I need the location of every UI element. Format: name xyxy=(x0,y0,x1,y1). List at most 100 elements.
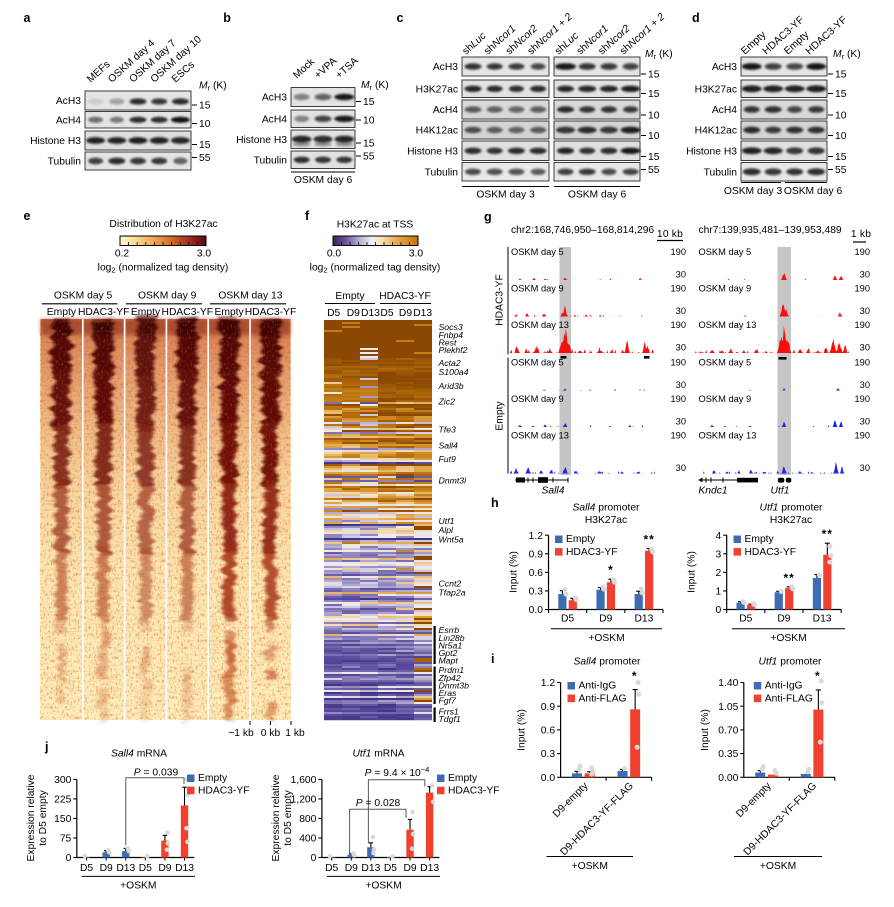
svg-text:0.0: 0.0 xyxy=(529,605,544,616)
svg-text:10 kb: 10 kb xyxy=(657,229,683,240)
svg-text:Distribution of H3K27ac: Distribution of H3K27ac xyxy=(109,219,217,230)
svg-text:Sall4 promoter: Sall4 promoter xyxy=(574,657,642,668)
svg-text:AcH4: AcH4 xyxy=(262,114,287,125)
svg-text:D9: D9 xyxy=(777,614,790,625)
svg-text:Input (%): Input (%) xyxy=(700,709,711,751)
svg-text:Utf1 mRNA: Utf1 mRNA xyxy=(352,749,404,760)
svg-text:15: 15 xyxy=(648,70,660,81)
svg-text:H3K27ac: H3K27ac xyxy=(416,84,458,95)
svg-text:30: 30 xyxy=(860,343,870,353)
svg-text:10: 10 xyxy=(648,131,660,142)
svg-text:+OSKM: +OSKM xyxy=(588,633,624,644)
svg-text:30: 30 xyxy=(676,380,686,390)
svg-text:Anti-FLAG: Anti-FLAG xyxy=(765,693,813,704)
svg-text:Expression relative: Expression relative xyxy=(26,774,37,861)
svg-text:D9: D9 xyxy=(599,614,612,625)
svg-text:0: 0 xyxy=(66,853,72,864)
svg-text:OSKM day 9: OSKM day 9 xyxy=(699,394,752,404)
svg-text:Arid3b: Arid3b xyxy=(438,381,464,391)
svg-text:OSKM day 5: OSKM day 5 xyxy=(699,247,752,257)
svg-text:Esrrb: Esrrb xyxy=(439,625,460,635)
svg-text:D13: D13 xyxy=(813,614,832,625)
svg-text:H3K27ac: H3K27ac xyxy=(695,84,737,95)
svg-text:75: 75 xyxy=(60,834,72,845)
svg-text:Rest: Rest xyxy=(439,338,457,348)
svg-text:D9: D9 xyxy=(100,863,113,874)
svg-text:30: 30 xyxy=(676,343,686,353)
svg-text:Eras: Eras xyxy=(439,688,458,698)
svg-text:f: f xyxy=(305,209,310,223)
svg-text:55: 55 xyxy=(835,165,847,176)
svg-text:OSKM day 13: OSKM day 13 xyxy=(699,430,757,440)
svg-text:D9: D9 xyxy=(347,308,360,319)
svg-text:15: 15 xyxy=(835,89,847,100)
svg-text:Gpt2: Gpt2 xyxy=(439,648,458,658)
svg-text:15: 15 xyxy=(648,152,660,163)
svg-text:Prdm1: Prdm1 xyxy=(439,665,465,675)
svg-text:Dnmt3b: Dnmt3b xyxy=(439,681,470,691)
svg-text:15: 15 xyxy=(199,140,211,151)
svg-text:Kndc1: Kndc1 xyxy=(698,486,727,497)
svg-text:190: 190 xyxy=(670,357,686,367)
svg-text:P = 9.4 × 10−4: P = 9.4 × 10−4 xyxy=(365,765,430,779)
svg-text:e: e xyxy=(24,209,31,223)
svg-text:Empty: Empty xyxy=(566,534,596,545)
svg-text:1: 1 xyxy=(715,587,721,598)
svg-text:0.0: 0.0 xyxy=(541,773,556,784)
svg-text:Anti-IgG: Anti-IgG xyxy=(765,681,803,692)
svg-text:3.0: 3.0 xyxy=(197,249,212,260)
svg-text:225: 225 xyxy=(54,795,71,806)
svg-text:OSKM day 5: OSKM day 5 xyxy=(511,357,564,367)
svg-text:Histone H3: Histone H3 xyxy=(236,135,287,146)
svg-text:Mr (K): Mr (K) xyxy=(645,49,673,61)
svg-text:Empty: Empty xyxy=(495,401,506,431)
svg-text:Sall4: Sall4 xyxy=(542,486,565,497)
svg-text:Histone H3: Histone H3 xyxy=(407,146,458,157)
svg-text:Empty: Empty xyxy=(448,773,478,784)
svg-text:OSKM day 6: OSKM day 6 xyxy=(784,186,843,197)
svg-text:Fut9: Fut9 xyxy=(439,454,457,464)
svg-text:Nr5a1: Nr5a1 xyxy=(439,641,463,651)
svg-text:1.05: 1.05 xyxy=(718,702,738,713)
svg-text:HDAC3-YF: HDAC3-YF xyxy=(245,307,297,318)
svg-text:55: 55 xyxy=(199,153,211,164)
svg-text:190: 190 xyxy=(670,430,686,440)
svg-text:**: ** xyxy=(822,527,833,541)
svg-text:Anti-IgG: Anti-IgG xyxy=(579,681,617,692)
svg-text:AcH4: AcH4 xyxy=(433,105,458,116)
svg-text:D13: D13 xyxy=(361,863,380,874)
svg-text:OSKM day 6: OSKM day 6 xyxy=(294,175,353,186)
svg-text:150: 150 xyxy=(54,814,71,825)
svg-text:D5: D5 xyxy=(739,614,752,625)
svg-text:log2 (normalized tag density): log2 (normalized tag density) xyxy=(98,263,229,275)
svg-text:0.6: 0.6 xyxy=(529,568,544,579)
svg-text:400: 400 xyxy=(299,834,316,845)
svg-text:0.6: 0.6 xyxy=(541,726,556,737)
svg-text:D5: D5 xyxy=(80,863,93,874)
svg-text:0: 0 xyxy=(715,605,721,616)
svg-text:800: 800 xyxy=(299,814,316,825)
svg-text:HDAC3-YF: HDAC3-YF xyxy=(78,307,130,318)
svg-text:H3K27ac: H3K27ac xyxy=(770,515,812,526)
svg-text:55: 55 xyxy=(363,152,375,163)
svg-text:OSKM day 5: OSKM day 5 xyxy=(699,357,752,367)
svg-text:10: 10 xyxy=(363,116,375,127)
svg-text:30: 30 xyxy=(676,306,686,316)
svg-text:15: 15 xyxy=(363,97,375,108)
svg-text:OSKM day 9: OSKM day 9 xyxy=(511,283,564,293)
svg-text:Sall4 mRNA: Sall4 mRNA xyxy=(111,749,167,760)
svg-text:Sall4 promoter: Sall4 promoter xyxy=(573,503,641,514)
svg-text:Mapt: Mapt xyxy=(439,656,459,666)
svg-text:−1 kb: −1 kb xyxy=(228,728,254,739)
svg-text:0.3: 0.3 xyxy=(541,749,556,760)
svg-text:Utf1: Utf1 xyxy=(771,486,790,497)
svg-text:to D5 empty: to D5 empty xyxy=(38,789,49,845)
svg-text:D13: D13 xyxy=(634,614,653,625)
svg-text:30: 30 xyxy=(676,270,686,280)
svg-text:D5: D5 xyxy=(139,863,152,874)
svg-text:Empty: Empty xyxy=(47,307,77,318)
svg-text:D13: D13 xyxy=(413,308,432,319)
svg-text:AcH3: AcH3 xyxy=(433,62,458,73)
svg-text:OSKM day 13: OSKM day 13 xyxy=(511,320,569,330)
svg-text:**: ** xyxy=(643,533,654,547)
